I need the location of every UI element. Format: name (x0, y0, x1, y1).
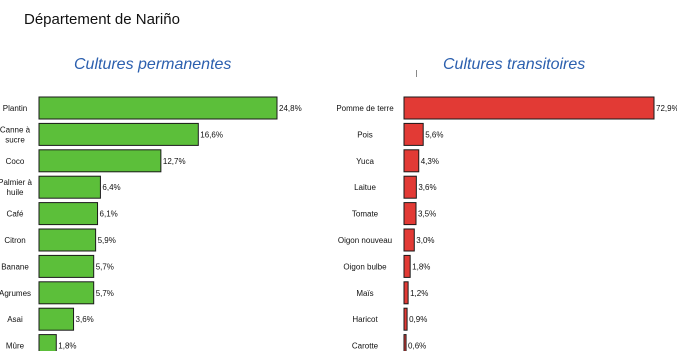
data-label: 72,9% (656, 104, 677, 113)
data-label: 5,7% (96, 289, 114, 298)
data-label: 3,6% (418, 183, 436, 192)
category-label: Haricot (352, 315, 378, 324)
bar (38, 202, 99, 226)
bar (403, 175, 417, 199)
data-label: 3,0% (416, 236, 434, 245)
data-label: 16,6% (200, 130, 223, 139)
bar (403, 202, 417, 226)
chart-title-transitory: Cultures transitoires (443, 56, 586, 73)
category-label: Pois (357, 130, 373, 139)
category-label: Yuca (356, 157, 374, 166)
category-label: Pomme de terre (336, 104, 394, 113)
data-label: 5,6% (425, 130, 443, 139)
bar (403, 254, 411, 278)
bar (403, 307, 408, 331)
bar (403, 334, 407, 351)
bar (38, 307, 75, 331)
category-label: Laitue (354, 183, 376, 192)
category-label: Agrumes (0, 289, 31, 298)
category-label: Canne à (0, 125, 31, 134)
bar (38, 175, 101, 199)
bar (403, 149, 420, 173)
data-label: 24,8% (279, 104, 302, 113)
data-label: 3,5% (418, 210, 436, 219)
category-label: Banane (1, 262, 29, 271)
category-label: Palmier à (0, 178, 32, 187)
data-label: 4,3% (421, 157, 439, 166)
category-label: Mûre (6, 342, 25, 351)
bar (38, 254, 95, 278)
category-label: Oigon nouveau (338, 236, 392, 245)
category-label: Café (7, 210, 24, 219)
data-label: 6,4% (102, 183, 120, 192)
bar (403, 96, 655, 120)
bar (403, 228, 415, 252)
bar (38, 122, 199, 146)
category-label: Plantin (3, 104, 27, 113)
data-label: 5,9% (98, 236, 116, 245)
bar (403, 281, 409, 305)
page-title: Département de Nariño (24, 11, 180, 28)
chart-title-permanent: Cultures permanentes (74, 56, 232, 73)
data-label: 6,1% (100, 210, 118, 219)
category-label: Carotte (352, 342, 379, 351)
data-label: 1,8% (58, 342, 76, 351)
bar (38, 96, 278, 120)
category-label: Maïs (356, 289, 373, 298)
data-label: 0,9% (409, 315, 427, 324)
data-label: 1,8% (412, 262, 430, 271)
divider-mark (416, 70, 417, 77)
bar (403, 122, 424, 146)
data-label: 12,7% (163, 157, 186, 166)
bar (38, 228, 97, 252)
category-label: Citron (4, 236, 25, 245)
category-label: huile (7, 188, 24, 197)
category-label: Tomate (352, 210, 379, 219)
category-label: Asai (7, 315, 23, 324)
data-label: 3,6% (76, 315, 94, 324)
category-label: Oigon bulbe (343, 262, 387, 271)
category-label: Coco (6, 157, 25, 166)
data-label: 1,2% (410, 289, 428, 298)
category-label: sucre (5, 135, 25, 144)
bar (38, 149, 162, 173)
bar (38, 281, 95, 305)
data-label: 0,6% (408, 342, 426, 351)
data-label: 5,7% (96, 262, 114, 271)
bar (38, 334, 57, 351)
